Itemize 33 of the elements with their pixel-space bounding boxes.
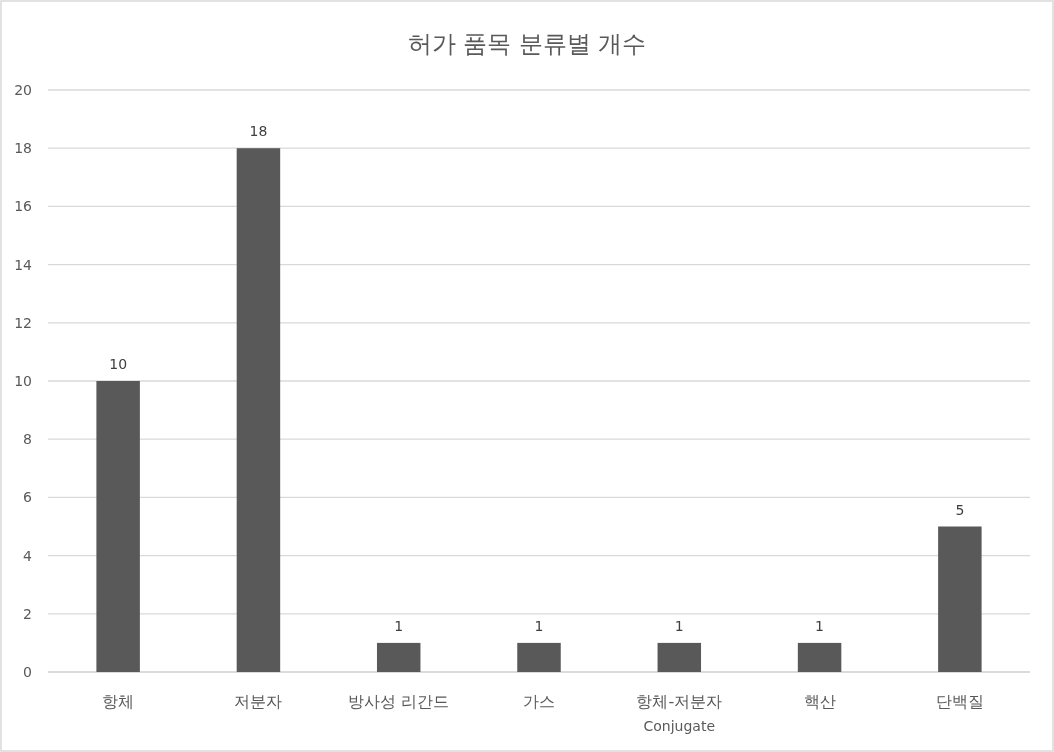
x-tick-label: 가스 (523, 692, 555, 711)
y-tick-label: 14 (14, 256, 33, 273)
chart-title: 허가 품목 분류별 개수 (407, 30, 647, 58)
bar (657, 642, 702, 672)
y-tick-label: 16 (14, 198, 33, 215)
bar (517, 642, 561, 672)
y-tick-label: 10 (14, 373, 32, 389)
data-label: 5 (955, 501, 965, 518)
x-tick-label: 항체-저분자 Conjugate (636, 692, 723, 734)
y-tick-label: 2 (23, 605, 32, 622)
bar (96, 381, 140, 672)
y-tick-label: 12 (14, 314, 32, 331)
x-tick-label: 핵산 (803, 692, 836, 711)
y-tick-label: 18 (14, 140, 32, 157)
bar (236, 148, 281, 672)
data-label: 10 (109, 356, 128, 372)
bar (797, 642, 842, 672)
x-tick-label: 단백질 (935, 692, 984, 711)
y-tick-label: 6 (23, 489, 33, 506)
y-tick-label: 8 (23, 431, 32, 448)
bar (938, 526, 982, 672)
data-label: 1 (394, 617, 404, 634)
data-label: 18 (249, 123, 268, 140)
data-label: 1 (534, 617, 544, 634)
data-label: 1 (815, 617, 825, 634)
x-tick-label: 방사성 리간드 (348, 692, 450, 711)
x-tick-label: 항체 (102, 692, 135, 711)
y-tick-label: 4 (23, 547, 33, 564)
x-tick-label: 저분자 (234, 692, 283, 711)
y-tick-label: 0 (23, 664, 32, 680)
data-label: 1 (674, 617, 684, 634)
y-tick-label: 20 (14, 82, 32, 98)
bar (376, 642, 421, 672)
